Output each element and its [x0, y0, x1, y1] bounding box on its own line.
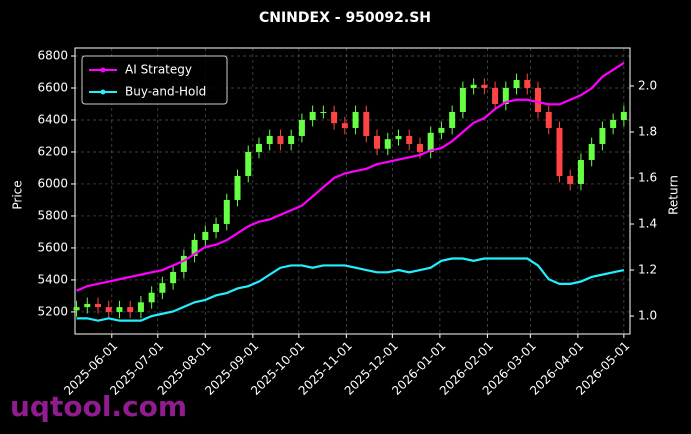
candle-body	[137, 302, 144, 312]
candle-body	[245, 151, 252, 176]
candle-body	[352, 111, 359, 128]
candle-body	[94, 303, 101, 308]
candle-body	[492, 87, 499, 104]
candle-body	[331, 111, 338, 124]
y2-axis-label: Return	[667, 175, 681, 215]
return-line	[76, 257, 625, 322]
y-tick-label: 5400	[37, 272, 68, 286]
candle-body	[588, 143, 595, 160]
y-tick-label: 6200	[37, 144, 68, 158]
candle-body	[427, 132, 434, 152]
candle-body	[159, 283, 166, 293]
candle-body	[170, 271, 177, 284]
candle-body	[191, 239, 198, 256]
candle-body	[148, 292, 155, 303]
candle-body	[513, 79, 520, 88]
candle-body	[524, 79, 531, 88]
candle-body	[363, 111, 370, 136]
candle-body	[620, 111, 627, 120]
candle-body	[545, 111, 552, 128]
candle-body	[180, 255, 187, 272]
candle-body	[84, 303, 91, 308]
candle-body	[395, 135, 402, 140]
candle-body	[384, 139, 391, 149]
candle-body	[567, 175, 574, 184]
y2-tick-label: 1.0	[638, 309, 657, 323]
chart-title: CNINDEX - 950092.SH	[259, 10, 431, 26]
candle-body	[234, 175, 241, 200]
candle-body	[73, 307, 80, 311]
candle-body	[374, 135, 381, 149]
candle-body	[470, 84, 477, 88]
candle-body	[481, 84, 488, 88]
candle-body	[277, 135, 284, 144]
y2-tick-label: 2.0	[638, 78, 657, 92]
candle-body	[341, 123, 348, 128]
legend-label: Buy-and-Hold	[125, 85, 206, 99]
candle-body	[213, 223, 220, 232]
candle-body	[298, 119, 305, 136]
y-tick-label: 5600	[37, 240, 68, 254]
candle-body	[556, 127, 563, 176]
y-tick-label: 5200	[37, 304, 68, 318]
y2-tick-label: 1.2	[638, 263, 657, 277]
y-tick-label: 6600	[37, 80, 68, 94]
candle-body	[449, 111, 456, 128]
legend-marker	[100, 89, 106, 95]
return-line	[76, 62, 625, 292]
candle-body	[309, 111, 316, 120]
watermark: uqtool.com	[10, 390, 187, 423]
candle-body	[599, 127, 606, 144]
candle-body	[406, 135, 413, 144]
legend-label: AI Strategy	[125, 63, 192, 77]
y2-tick-label: 1.4	[638, 217, 657, 231]
y-axis-label: Price	[11, 180, 25, 209]
candle-body	[535, 87, 542, 112]
candle-body	[610, 119, 617, 128]
candle-body	[105, 307, 112, 312]
candle-body	[577, 159, 584, 184]
candle-body	[502, 87, 509, 104]
legend-box	[81, 55, 228, 105]
candle-body	[288, 135, 295, 144]
y-tick-label: 6800	[37, 48, 68, 62]
candle-body	[127, 307, 134, 312]
candle-body	[438, 127, 445, 133]
candle-body	[320, 111, 327, 113]
y-tick-label: 6400	[37, 112, 68, 126]
plot-frame	[74, 47, 631, 335]
y-tick-label: 6000	[37, 176, 68, 190]
candle-body	[416, 143, 423, 152]
y-tick-label: 5800	[37, 208, 68, 222]
candle-body	[266, 135, 273, 144]
candle-body	[255, 143, 262, 152]
candle-body	[223, 199, 230, 224]
candle-body	[116, 307, 123, 312]
y2-tick-label: 1.8	[638, 124, 657, 138]
y2-tick-label: 1.6	[638, 171, 657, 185]
candle-body	[202, 231, 209, 240]
candle-body	[459, 87, 466, 112]
legend-marker	[100, 67, 106, 73]
